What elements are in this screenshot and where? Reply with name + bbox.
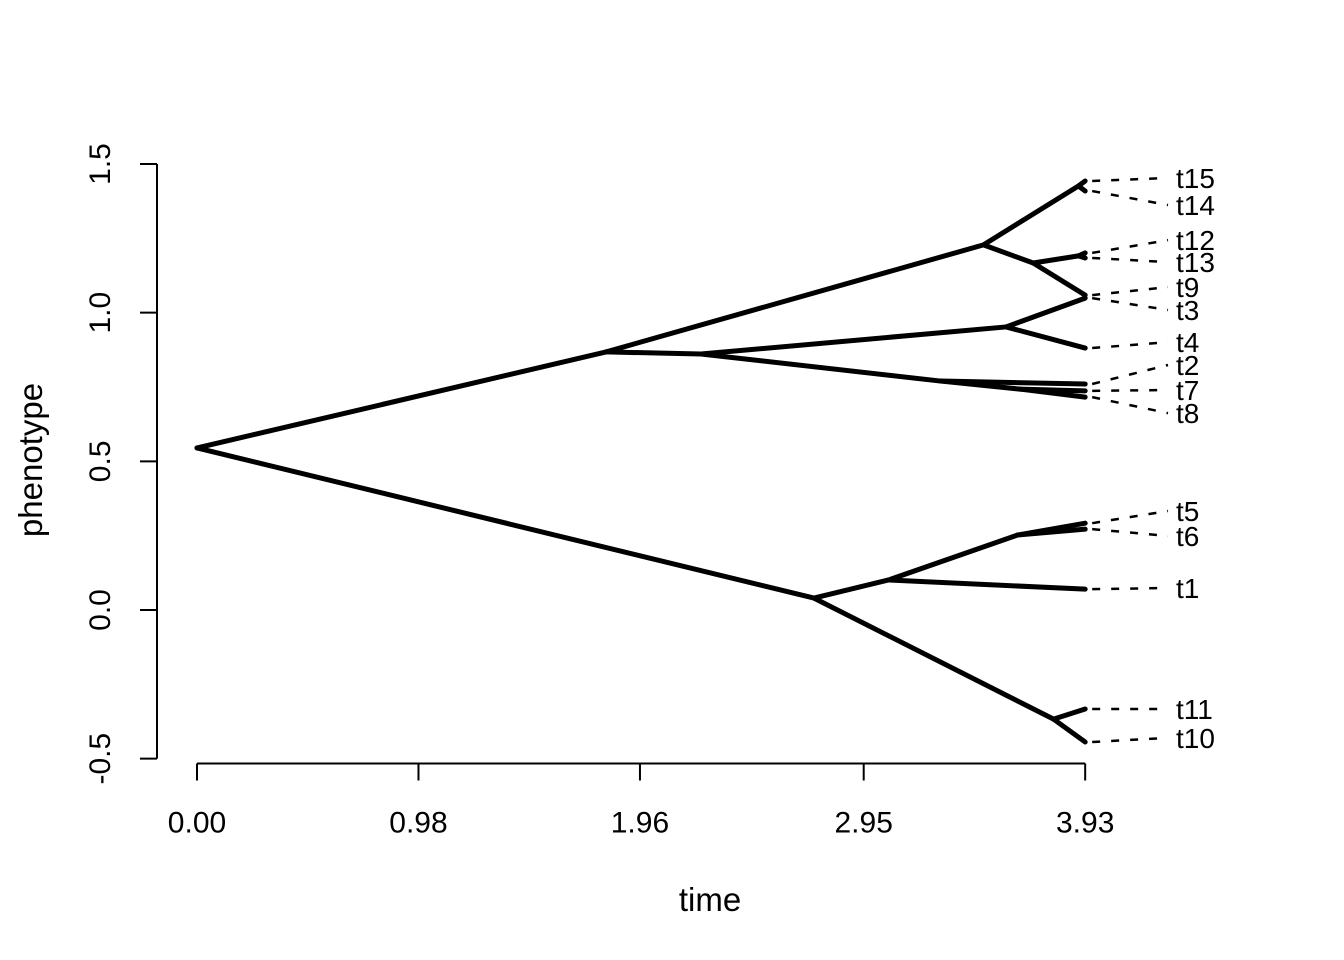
tip-connector-t8 [1091,395,1169,415]
tip-connector-t5 [1091,509,1169,525]
tip-connector-t6 [1092,527,1169,538]
tip-connector-t3 [1091,296,1169,312]
tip-connector-t4 [1092,340,1169,350]
x-tick-label: 1.96 [611,807,669,840]
axes: 0.00 0.98 1.96 2.95 3.93 -0.5 0.0 0.5 1.0 1.5 [84,143,1114,839]
tip-label-t1: t1 [1176,573,1199,604]
x-tick-label: 0.98 [389,807,447,840]
tree-edge-M1-t14 [1075,183,1088,194]
tip-label-t3: t3 [1176,295,1199,326]
tree-edge-E-C [698,324,1009,357]
tree-edge-I_node-t11 [1051,706,1088,722]
tip-label-t6: t6 [1176,521,1199,552]
tip-label-t14: t14 [1176,190,1215,221]
tree-edge-B-t9 [1030,260,1088,298]
tree-edge-B-M2 [1030,253,1081,266]
tree-edge-J-K [938,378,1023,392]
tip-label-t8: t8 [1176,398,1199,429]
x-tick-label: 3.93 [1056,807,1114,840]
tip-connector-t15 [1092,176,1169,183]
tree-edge-root-F [194,445,817,601]
y-axis-title: phenotype [12,383,49,537]
tip-connector-t1 [1092,586,1169,591]
y-tick-label: 1.5 [84,143,117,185]
tree-edge-F-I_node [811,595,1057,722]
tip-label-t7: t7 [1176,375,1199,406]
tree-edge-D-A [603,242,986,355]
x-tick-label: 2.95 [835,807,893,840]
tree-edge-F-G [811,577,892,601]
tip-connector-t14 [1091,189,1169,207]
y-tick-label: 0.5 [84,440,117,482]
tree-edge-G-H [886,532,1020,583]
tree-edge-E-J [698,351,944,384]
y-tick-label: 0.0 [84,589,117,631]
tip-label-t4: t4 [1176,327,1199,358]
tree-edge-A-M1 [980,183,1081,248]
x-tick-label: 0.00 [168,807,226,840]
tip-connectors [1091,176,1169,744]
y-tick-label: -0.5 [84,733,117,785]
tree-edge-A-B [980,242,1036,266]
tree-edge-C-t3 [1003,295,1088,330]
y-tick-label: 1.0 [84,292,117,334]
tree-edge-I_node-t10 [1051,716,1088,745]
tree-edge-H-t6 [1014,526,1088,538]
tip-label-t12: t12 [1176,225,1215,256]
tip-connector-t10 [1092,736,1169,744]
tree-edges [194,178,1088,745]
tip-connector-t12 [1091,238,1169,255]
tip-label-t5: t5 [1176,496,1199,527]
tip-label-t2: t2 [1176,350,1199,381]
tree-edge-M2-t13 [1075,253,1088,261]
tree-edge-K-t8 [1017,386,1088,400]
tip-connector-t7 [1092,388,1169,393]
tip-connector-t13 [1092,256,1169,264]
tip-label-t15: t15 [1176,163,1215,194]
tip-label-t13: t13 [1176,247,1215,278]
tip-connector-t9 [1092,285,1169,297]
tree-edge-C-t4 [1003,324,1088,351]
tip-label-t11: t11 [1176,694,1213,725]
x-axis-title: time [679,881,741,918]
tip-label-t9: t9 [1176,272,1199,303]
tip-connector-t2 [1091,363,1169,386]
tree-edge-D-E [603,349,704,357]
tree-edge-root-D [194,349,609,451]
tree-edge-G-t1 [886,577,1088,592]
tip-label-t10: t10 [1176,723,1215,754]
